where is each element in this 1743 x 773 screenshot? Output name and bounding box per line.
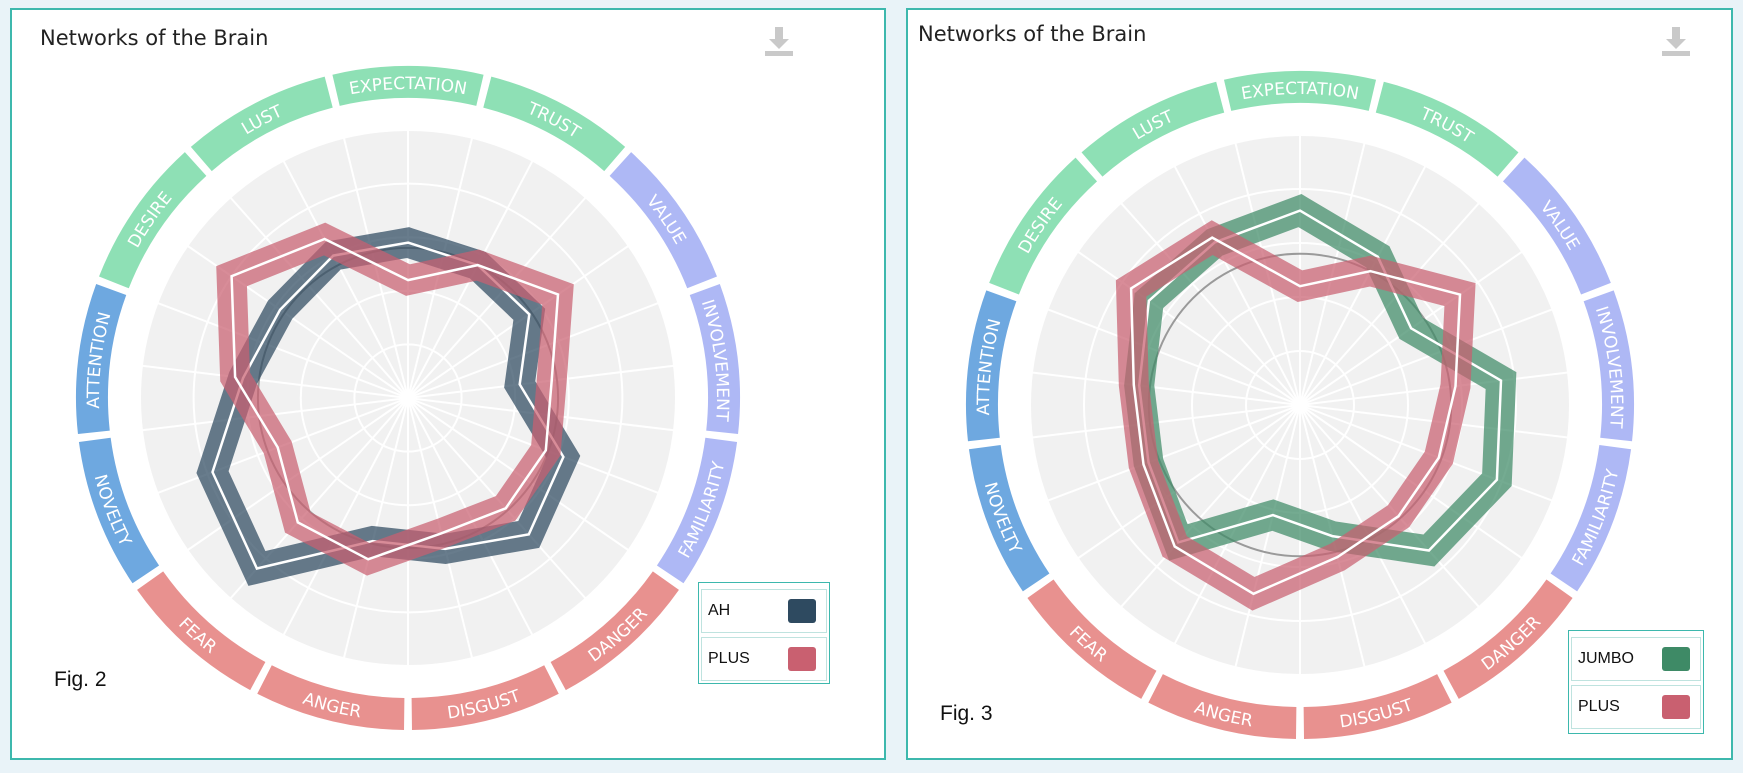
legend-item[interactable]: JUMBO xyxy=(1571,637,1701,681)
axis-segment xyxy=(1502,157,1611,295)
grid-spoke xyxy=(157,302,409,399)
legend-item[interactable]: AH xyxy=(701,589,827,633)
axis-segment xyxy=(656,437,738,584)
axis-segment xyxy=(1148,674,1297,739)
grid-spoke xyxy=(1047,404,1301,502)
axis-segment xyxy=(550,571,679,691)
series-jumbo xyxy=(1124,194,1517,567)
grid-spoke xyxy=(141,364,409,399)
axis-segment xyxy=(968,444,1050,592)
grid-spoke xyxy=(1173,165,1301,406)
axis-segment xyxy=(1583,290,1634,442)
download-icon[interactable] xyxy=(1659,24,1693,58)
legend-swatch xyxy=(1662,647,1690,671)
legend-swatch xyxy=(788,599,816,623)
chart-panel-2: Networks of the Brain EXPECTATION TRUST VA… xyxy=(906,8,1733,760)
axis-segment xyxy=(190,76,333,172)
grid-spoke xyxy=(1047,308,1301,406)
grid-spoke xyxy=(1234,404,1301,668)
axis-segment xyxy=(1081,81,1225,177)
download-icon[interactable] xyxy=(762,24,796,58)
series-line xyxy=(230,237,560,561)
axis-segment xyxy=(1027,579,1157,699)
grid-spoke xyxy=(229,196,409,399)
axis-segment xyxy=(1375,81,1519,177)
legend-label: AH xyxy=(708,602,731,619)
panel-title: Networks of the Brain xyxy=(40,26,269,50)
grid-spoke xyxy=(1077,250,1301,406)
grid-spoke xyxy=(1031,404,1301,439)
radar-chart-fig2: EXPECTATIONTRUSTVALUEINVOLVEMENTFAMILIAR… xyxy=(76,66,740,730)
legend-item[interactable]: PLUS xyxy=(1571,685,1701,729)
axis-segment xyxy=(137,571,266,691)
legend: AH PLUS xyxy=(698,582,830,684)
grid-spoke xyxy=(1031,371,1301,406)
grid-spoke xyxy=(1299,308,1553,406)
panel-title: Networks of the Brain xyxy=(918,22,1147,46)
axis-segment xyxy=(966,290,1017,442)
figure-label: Fig. 2 xyxy=(54,668,107,691)
axis-segment xyxy=(609,152,717,289)
axis-segment xyxy=(483,76,626,172)
axis-segment xyxy=(411,665,559,730)
series-plus xyxy=(216,222,574,576)
axis-segment xyxy=(689,284,740,435)
series-line xyxy=(1137,209,1503,552)
series-plus xyxy=(1115,220,1476,611)
radar-chart-fig3: EXPECTATIONTRUSTVALUEINVOLVEMENTFAMILIAR… xyxy=(966,71,1634,739)
legend: JUMBO PLUS xyxy=(1568,630,1704,734)
grid-spoke xyxy=(1120,202,1301,406)
grid-spoke xyxy=(1120,404,1301,608)
legend-swatch xyxy=(1662,695,1690,719)
axis-segment xyxy=(1223,71,1377,111)
axis-segment xyxy=(989,157,1098,295)
grid-spoke xyxy=(282,160,409,399)
grid-spoke xyxy=(282,397,409,636)
legend-label: PLUS xyxy=(1578,698,1620,715)
legend-item[interactable]: PLUS xyxy=(701,637,827,681)
legend-label: PLUS xyxy=(708,650,750,667)
legend-label: JUMBO xyxy=(1578,650,1634,667)
axis-segment xyxy=(1443,579,1573,699)
axis-segment xyxy=(1550,444,1632,592)
chart-panel-1: Networks of the Brain EXPECTATION TRUST VA… xyxy=(10,8,886,760)
axis-segment xyxy=(332,66,484,106)
grid-spoke xyxy=(1299,371,1569,406)
legend-swatch xyxy=(788,647,816,671)
figure-label: Fig. 3 xyxy=(940,702,993,725)
axis-segment xyxy=(1303,674,1452,739)
axis-segment xyxy=(78,437,160,584)
axis-segment xyxy=(76,284,127,435)
series-line xyxy=(1129,236,1462,596)
axis-segment xyxy=(257,665,405,730)
grid-spoke xyxy=(1077,404,1301,560)
axis-segment xyxy=(99,152,207,289)
